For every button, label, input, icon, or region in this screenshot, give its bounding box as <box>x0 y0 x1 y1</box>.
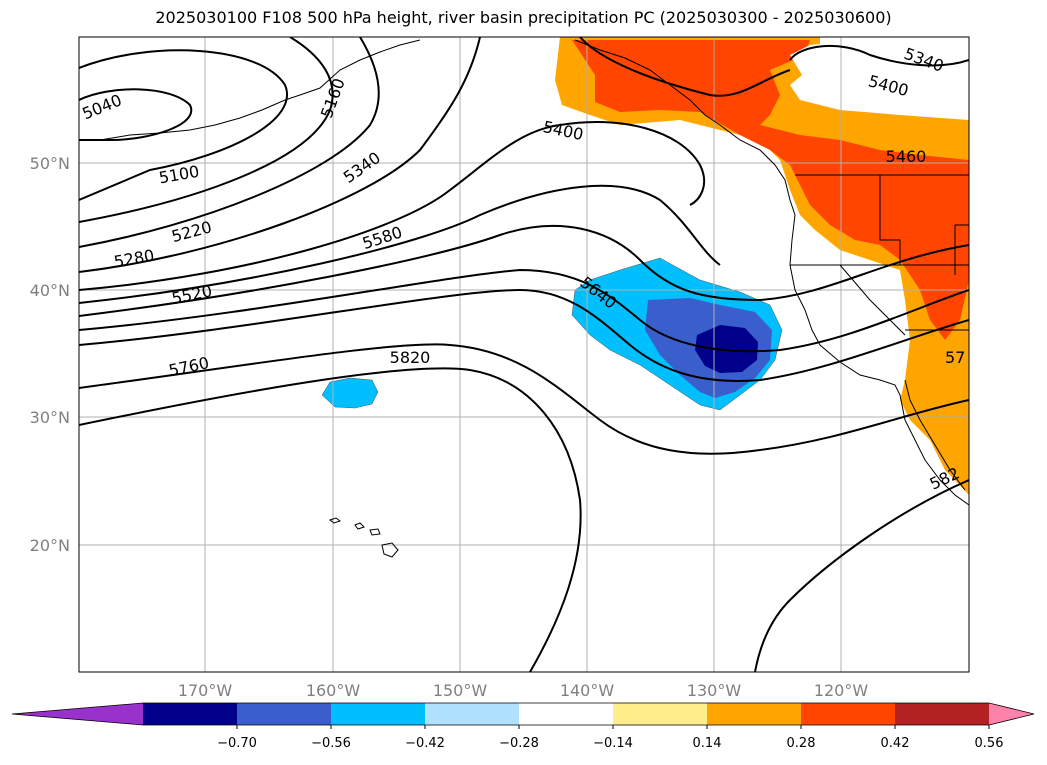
colorbar-extend-high <box>989 703 1034 725</box>
colorbar-tick-label: 0.42 <box>881 736 910 751</box>
lat-label-30n: 30°N <box>30 408 70 427</box>
colorbar-tick-label: −0.70 <box>217 736 257 751</box>
lon-label-150w: 150°W <box>433 681 488 700</box>
latitude-labels: 50°N 40°N 30°N 20°N <box>30 154 70 555</box>
map-title: 2025030100 F108 500 hPa height, river ba… <box>155 8 892 27</box>
colorbar-swatch <box>519 703 614 725</box>
lat-label-20n: 20°N <box>30 536 70 555</box>
lat-label-40n: 40°N <box>30 281 70 300</box>
map-gridlines <box>79 37 969 672</box>
colorbar: −0.70 −0.56 −0.42 −0.28 −0.14 0.14 0.28 0.42 0.5… <box>11 702 1035 751</box>
colorbar-tick-label: −0.28 <box>499 736 539 751</box>
lon-label-170w: 170°W <box>178 681 233 700</box>
colorbar-swatch <box>331 703 426 725</box>
colorbar-swatch <box>143 703 238 725</box>
colorbar-swatch <box>613 703 708 725</box>
height-contours <box>79 37 969 672</box>
lon-label-130w: 130°W <box>687 681 742 700</box>
colorbar-tick-label: 0.28 <box>787 736 816 751</box>
coastlines <box>99 39 969 506</box>
colorbar-outline <box>11 702 1035 726</box>
hawaii-islands <box>328 517 399 558</box>
colorbar-tick-label: 0.14 <box>693 736 722 751</box>
longitude-labels: 170°W 160°W 150°W 140°W 130°W 120°W <box>178 681 869 700</box>
contour-label-5460: 5460 <box>886 147 927 166</box>
colorbar-tick-label: −0.56 <box>311 736 351 751</box>
colorbar-swatch <box>895 703 990 725</box>
colorbar-tick-label: 0.56 <box>975 736 1004 751</box>
lon-label-160w: 160°W <box>306 681 361 700</box>
lat-label-50n: 50°N <box>30 154 70 173</box>
colorbar-tick-label: −0.42 <box>405 736 445 751</box>
colorbar-swatch <box>237 703 332 725</box>
contour-label-5820: 5820 <box>390 348 431 367</box>
precip-positive-shading <box>555 37 969 495</box>
colorbar-swatch <box>425 703 520 725</box>
lon-label-140w: 140°W <box>560 681 615 700</box>
colorbar-swatch <box>801 703 896 725</box>
contour-label-57-partial: 57 <box>945 348 965 367</box>
colorbar-tick-label: −0.14 <box>593 736 633 751</box>
colorbar-extend-low <box>12 703 143 725</box>
map-border <box>78 36 970 673</box>
colorbar-swatch <box>707 703 802 725</box>
lon-label-120w: 120°W <box>814 681 869 700</box>
